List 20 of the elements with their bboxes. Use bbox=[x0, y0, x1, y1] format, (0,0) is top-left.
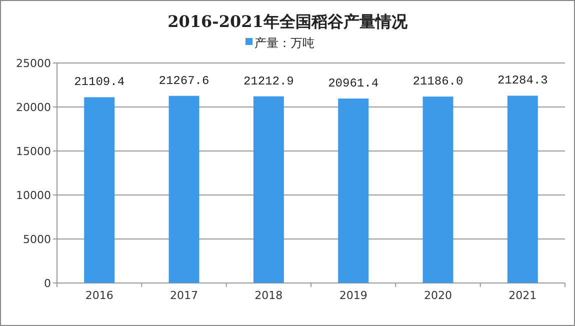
x-tick-label: 2016 bbox=[85, 289, 114, 302]
y-tick-label: 25000 bbox=[16, 57, 51, 70]
legend-label: 产量：万吨 bbox=[254, 36, 314, 50]
x-tick-label: 2017 bbox=[170, 289, 198, 302]
y-tick-label: 10000 bbox=[16, 189, 51, 202]
x-tick-label: 2021 bbox=[508, 289, 537, 302]
y-tick-label: 5000 bbox=[23, 233, 51, 246]
chart-title: 2016-2021年全国稻谷产量情况 bbox=[168, 12, 408, 31]
x-tick-label: 2019 bbox=[339, 289, 368, 302]
data-label: 21267.6 bbox=[158, 74, 210, 88]
data-label: 21284.3 bbox=[497, 74, 548, 88]
data-label: 21212.9 bbox=[243, 74, 294, 88]
data-label: 20961.4 bbox=[328, 76, 379, 91]
x-tick-label: 2020 bbox=[424, 289, 452, 302]
data-label: 21186.0 bbox=[412, 74, 464, 89]
x-tick-label: 2018 bbox=[254, 289, 283, 302]
y-tick-label: 0 bbox=[44, 277, 51, 290]
y-tick-label: 20000 bbox=[16, 101, 51, 114]
y-tick-label: 15000 bbox=[16, 145, 51, 158]
data-label: 21109.4 bbox=[74, 75, 125, 90]
